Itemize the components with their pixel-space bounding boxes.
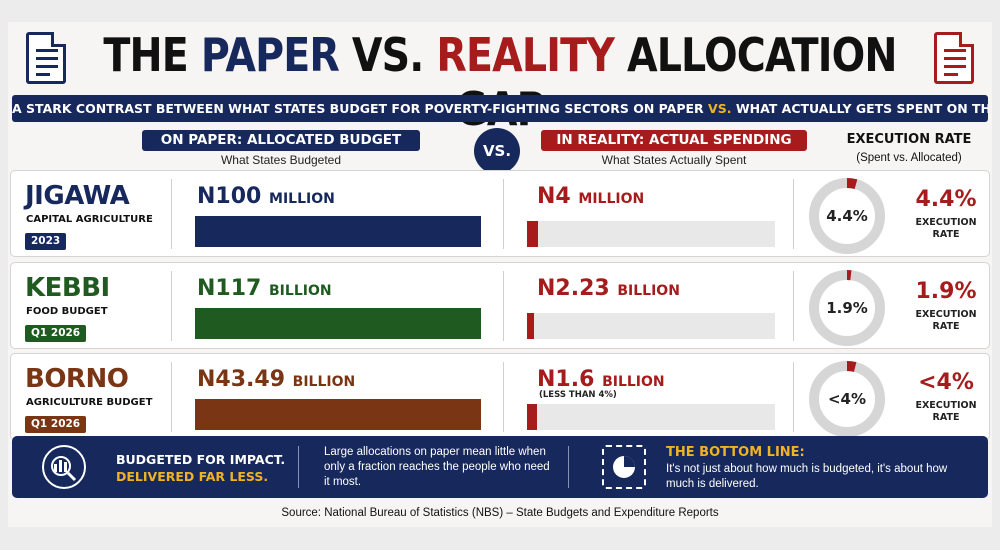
execution-donut bbox=[809, 178, 885, 254]
reality-column-header: IN REALITY: ACTUAL SPENDING bbox=[541, 130, 807, 151]
divider bbox=[171, 179, 172, 249]
document-icon bbox=[26, 32, 66, 84]
subtitle-vs: VS. bbox=[708, 101, 732, 116]
allocated-value: N43.49 BILLION bbox=[197, 367, 355, 392]
allocated-bar bbox=[195, 308, 481, 339]
budget-category: AGRICULTURE BUDGET bbox=[26, 397, 153, 408]
spent-value: N1.6 BILLION bbox=[537, 367, 665, 392]
impact-statement: BUDGETED FOR IMPACT. DELIVERED FAR LESS. bbox=[116, 451, 285, 485]
divider bbox=[171, 271, 172, 341]
divider bbox=[503, 362, 504, 432]
bottom-line-title: THE BOTTOM LINE: bbox=[666, 445, 805, 460]
middle-text: Large allocations on paper mean little w… bbox=[324, 446, 550, 488]
impact-line-1: BUDGETED FOR IMPACT. bbox=[116, 452, 286, 467]
spent-unit: BILLION bbox=[617, 283, 680, 299]
paper-column-header: ON PAPER: ALLOCATED BUDGET bbox=[142, 130, 420, 151]
allocated-amount: N117 bbox=[197, 276, 262, 301]
state-name: KEBBI bbox=[25, 273, 110, 303]
state-row: JIGAWA CAPITAL AGRICULTURE 2023 N100 MILLIO… bbox=[10, 170, 990, 257]
divider bbox=[503, 271, 504, 341]
period-badge: Q1 2026 bbox=[25, 325, 87, 342]
title-part-2: PAPER bbox=[200, 28, 340, 82]
infographic: THE PAPER VS. REALITY ALLOCATION GAP A S… bbox=[8, 22, 992, 527]
execution-rate-value: 4.4% bbox=[915, 187, 977, 212]
spent-bar bbox=[527, 313, 534, 339]
state-name: BORNO bbox=[25, 364, 129, 394]
spent-bar bbox=[527, 404, 537, 430]
execution-rate-label: EXECUTION RATE bbox=[915, 400, 977, 423]
bottom-banner: BUDGETED FOR IMPACT. DELIVERED FAR LESS.… bbox=[12, 436, 988, 498]
spent-value: N2.23 BILLION bbox=[537, 276, 680, 301]
execution-sub: (Spent vs. Allocated) bbox=[856, 152, 962, 164]
donut-label: 4.4% bbox=[826, 207, 868, 225]
state-row: BORNO AGRICULTURE BUDGET Q1 2026 N43.49 BIL… bbox=[10, 353, 990, 440]
spent-amount: N1.6 bbox=[537, 367, 595, 392]
spent-note: (LESS THAN 4%) bbox=[539, 390, 617, 400]
spent-unit: BILLION bbox=[602, 374, 665, 390]
title-part-1: THE bbox=[103, 28, 188, 82]
source-note: Source: National Bureau of Statistics (N… bbox=[281, 507, 719, 519]
spent-bar-track bbox=[527, 404, 775, 430]
title-part-4: REALITY bbox=[436, 28, 615, 82]
spent-bar bbox=[527, 221, 538, 247]
allocated-bar bbox=[195, 216, 481, 247]
donut-label: 1.9% bbox=[826, 299, 868, 317]
spent-amount: N4 bbox=[537, 184, 571, 209]
document-red-icon bbox=[934, 32, 974, 84]
allocated-value: N100 MILLION bbox=[197, 184, 335, 209]
period-badge: Q1 2026 bbox=[25, 416, 87, 433]
execution-rate-label: EXECUTION RATE bbox=[915, 309, 977, 332]
budget-category: CAPITAL AGRICULTURE bbox=[26, 214, 153, 225]
spent-unit: MILLION bbox=[578, 191, 645, 207]
allocated-value: N117 BILLION bbox=[197, 276, 332, 301]
allocated-unit: MILLION bbox=[269, 191, 335, 207]
paper-column-sub: What States Budgeted bbox=[220, 153, 342, 167]
title-part-3: VS. bbox=[351, 28, 424, 82]
divider bbox=[793, 362, 794, 432]
spent-bar-track bbox=[527, 221, 775, 247]
divider bbox=[568, 446, 569, 488]
subtitle-bar: A STARK CONTRAST BETWEEN WHAT STATES BUD… bbox=[12, 95, 988, 122]
divider bbox=[298, 446, 299, 488]
allocated-amount: N100 bbox=[197, 184, 262, 209]
donut-segment bbox=[809, 178, 885, 254]
bottom-line-text: It's not just about how much is budgeted… bbox=[666, 463, 948, 490]
donut-segment bbox=[809, 361, 885, 437]
allocated-unit: BILLION bbox=[292, 374, 356, 390]
divider bbox=[171, 362, 172, 432]
execution-donut bbox=[809, 270, 885, 346]
execution-rate-label: EXECUTION RATE bbox=[915, 217, 977, 240]
execution-header: EXECUTION RATE bbox=[846, 132, 972, 147]
execution-donut bbox=[809, 361, 885, 437]
spent-value: N4 MILLION bbox=[537, 184, 644, 209]
pie-chart-icon bbox=[602, 445, 646, 489]
allocated-unit: BILLION bbox=[269, 283, 332, 299]
execution-rate-value: <4% bbox=[918, 370, 974, 395]
allocated-bar bbox=[195, 399, 481, 430]
chart-magnifier-icon bbox=[42, 445, 86, 489]
allocated-amount: N43.49 bbox=[197, 367, 285, 392]
donut-segment bbox=[809, 270, 885, 346]
vs-badge: VS. bbox=[474, 128, 520, 174]
donut-label: <4% bbox=[827, 390, 867, 408]
period-badge: 2023 bbox=[25, 233, 67, 250]
divider bbox=[503, 179, 504, 249]
reality-column-sub: What States Actually Spent bbox=[601, 153, 747, 167]
budget-category: FOOD BUDGET bbox=[26, 306, 108, 317]
spent-bar-track bbox=[527, 313, 775, 339]
subtitle-after: WHAT ACTUALLY GETS SPENT ON THE GROUND bbox=[735, 101, 988, 116]
impact-line-2: DELIVERED FAR LESS. bbox=[116, 469, 269, 484]
state-row: KEBBI FOOD BUDGET Q1 2026 N117 BILLION N2.23… bbox=[10, 262, 990, 349]
state-name: JIGAWA bbox=[25, 181, 130, 211]
subtitle-before: A STARK CONTRAST BETWEEN WHAT STATES BUD… bbox=[12, 101, 704, 116]
spent-amount: N2.23 bbox=[537, 276, 610, 301]
divider bbox=[793, 179, 794, 249]
execution-rate-value: 1.9% bbox=[915, 279, 977, 304]
divider bbox=[793, 271, 794, 341]
